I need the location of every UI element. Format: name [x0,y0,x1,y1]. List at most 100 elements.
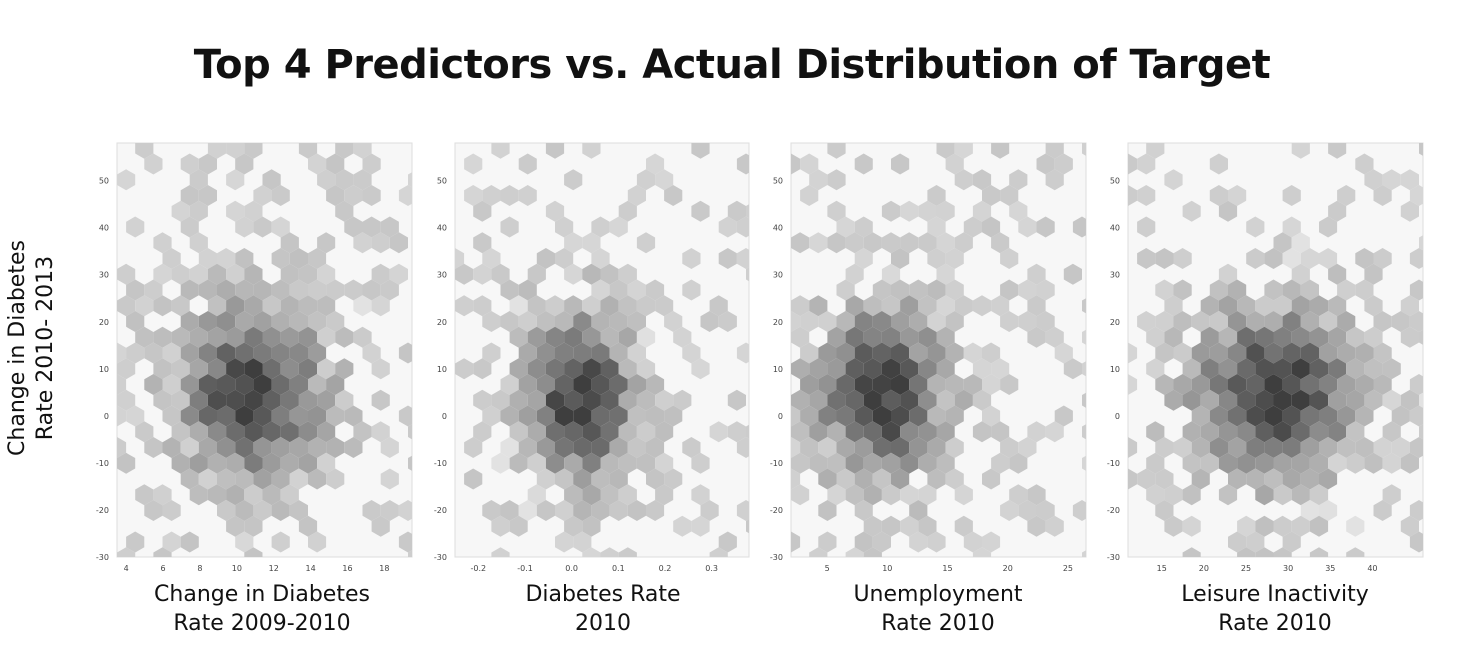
hexbin [262,358,281,380]
hexbin [1309,389,1329,411]
hexbin [927,311,946,332]
hexbin [536,405,555,427]
hexbin [1264,374,1283,395]
hexbin [927,405,946,427]
hexbin [636,232,656,254]
hexbin [437,138,455,159]
hexbin [991,452,1010,474]
hexbin [1027,263,1046,285]
hexbin [845,232,864,254]
hexbin [518,279,537,301]
hexbin [809,389,828,411]
hexbin [709,295,728,317]
hexbin [235,311,254,332]
hexbin [618,547,637,557]
hexbin [564,484,583,506]
hexbin [564,389,583,411]
hexbin [455,295,474,317]
hexbin [271,405,290,427]
hexbin [1155,468,1174,490]
hexbin [180,279,199,301]
hexbin [618,484,637,506]
hexbin [682,248,701,269]
hexbin [827,169,846,191]
hexbin [845,389,864,411]
hexbin [527,358,546,380]
hexbin [982,531,1001,553]
hexbin [153,263,172,285]
hexbin [1382,358,1401,380]
hexbin [455,358,474,380]
hexbin [609,216,628,238]
hexbin [1319,500,1338,521]
hexbin [344,437,363,458]
hexbin [582,295,601,317]
hexbin [126,311,145,332]
hexbin [1246,342,1265,364]
hexbin [555,405,574,427]
hexbin [1328,326,1347,348]
hexbin [1373,248,1392,269]
hexbin [253,500,272,521]
hexbin [972,547,992,557]
hexbin [1200,295,1219,317]
y-tick-label: -10 [434,459,447,468]
hexbin [335,326,354,348]
hexbin [1364,358,1383,380]
hexbin [1228,311,1247,332]
hexbin [226,484,245,506]
hexbin [791,358,810,380]
hexbin [1173,374,1192,395]
hexbin [1146,143,1165,159]
hexbin [936,263,955,285]
hexbin [1291,515,1310,537]
hexbin [845,358,864,380]
hexbin [564,326,583,348]
hexbin [891,468,910,490]
hexbin [936,421,955,443]
hexbin [1146,452,1165,474]
x-tick-label: 15 [1157,564,1167,573]
hexbin [144,153,163,175]
hexbin [982,374,1001,395]
hexbin [1110,201,1128,222]
hexbin [582,484,601,506]
hexbin [818,342,837,364]
hexbin [398,185,412,206]
hexbin [655,389,674,411]
hexbin [491,547,510,557]
y-tick-label: -30 [96,553,109,562]
hexbin [536,248,555,269]
hexbin [1137,468,1156,490]
hexbin [991,232,1010,254]
hexbin [335,169,354,191]
hexbin [1291,421,1310,443]
x-axis-label-4-line-1: Leisure Inactivity [1181,582,1369,607]
x-tick-label: 5 [825,564,830,573]
hexbin [845,547,864,557]
hexbin [954,295,973,317]
hexbin [972,295,992,317]
hexbin [691,358,710,380]
hexbin [791,326,810,348]
hexbin [162,531,181,553]
hexbin [682,437,701,458]
hexbin [573,500,592,521]
hexbin [1428,469,1446,490]
hexbin [1137,248,1156,269]
hexbin [927,185,946,206]
hexbin [881,421,901,443]
hexbin [1000,374,1019,395]
hexbin [1291,452,1310,474]
hexbin [381,122,399,143]
hexbin [773,232,791,253]
hexbin [1291,389,1310,411]
hexbin [918,452,937,474]
hexbin [482,248,501,269]
hexbin [718,216,737,238]
hexbin [1337,342,1356,364]
hexbin [1174,122,1192,143]
hexbin [217,342,236,364]
hexbin [600,389,619,411]
hexbin [1110,484,1128,505]
